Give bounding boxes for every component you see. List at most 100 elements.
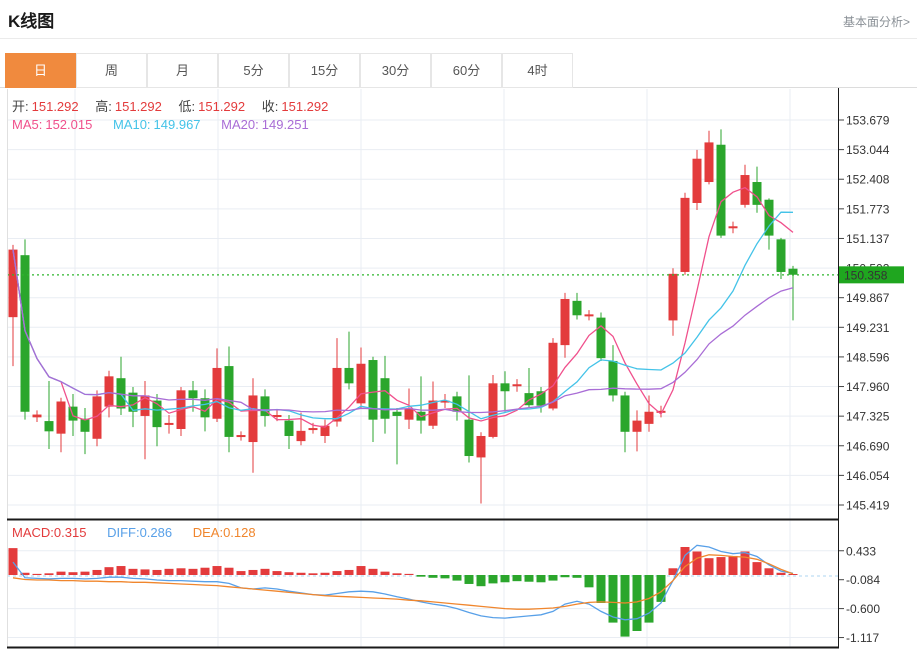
candle <box>32 414 42 418</box>
candle <box>404 408 414 420</box>
open-value: 151.292 <box>31 99 79 114</box>
candle <box>308 428 318 431</box>
ma20-line <box>12 249 794 414</box>
tab-month[interactable]: 月 <box>147 53 218 88</box>
macd-hist-bar <box>752 562 762 575</box>
macd-hist-bar <box>572 575 582 578</box>
macd-hist-bar <box>80 571 90 575</box>
macd-hist-bar <box>524 575 534 582</box>
diff-value: 0.286 <box>139 525 173 540</box>
macd-hist-bar <box>152 569 162 575</box>
tab-60min[interactable]: 60分 <box>431 53 502 88</box>
tab-5min[interactable]: 5分 <box>218 53 289 88</box>
macd-hist-bar <box>116 566 126 575</box>
macd-dea-line <box>12 554 794 610</box>
candle <box>500 383 510 392</box>
macd-hist-bar <box>416 575 426 577</box>
candle <box>788 268 798 275</box>
candle <box>284 420 294 436</box>
candle <box>656 410 666 413</box>
candle <box>200 398 210 418</box>
candle <box>392 411 402 416</box>
macd-axis-label: -1.117 <box>846 631 879 645</box>
macd-hist-bar <box>452 575 462 581</box>
macd-hist-bar <box>104 567 114 575</box>
interval-tabbar: 日 周 月 5分 15分 30分 60分 4时 <box>0 53 917 88</box>
low-value: 151.292 <box>198 99 246 114</box>
tab-30min[interactable]: 30分 <box>360 53 431 88</box>
price-axis-label: 152.408 <box>846 173 890 187</box>
macd-hist-bar <box>68 572 78 575</box>
macd-hist-bar <box>296 572 306 575</box>
candle <box>356 363 366 404</box>
macd-hist-bar <box>428 575 438 578</box>
candle <box>320 425 330 436</box>
macd-hist-bar <box>176 568 186 575</box>
ma5-label: MA5: <box>12 117 43 132</box>
macd-hist-bar <box>248 569 258 575</box>
macd-hist-bar <box>560 575 570 578</box>
price-axis-label: 153.679 <box>846 114 890 128</box>
macd-hist-bar <box>392 573 402 575</box>
macd-hist-bar <box>236 571 246 575</box>
tab-15min[interactable]: 15分 <box>289 53 360 88</box>
macd-hist-bar <box>788 574 798 575</box>
fundamental-analysis-link[interactable]: 基本面分析> <box>842 15 910 29</box>
macd-hist-bar <box>464 575 474 584</box>
ma5-value: 152.015 <box>45 117 93 132</box>
price-axis-label: 146.054 <box>846 469 890 483</box>
macd-hist-bar <box>332 571 342 575</box>
page-title: K线图 <box>8 12 55 31</box>
candle <box>296 430 306 442</box>
candle <box>344 367 354 384</box>
macd-hist-bar <box>8 548 18 575</box>
tab-day[interactable]: 日 <box>5 53 76 88</box>
tab-4hour[interactable]: 4时 <box>502 53 573 88</box>
candle <box>20 255 30 412</box>
macd-hist-bar <box>92 569 102 575</box>
high-value: 151.292 <box>114 99 162 114</box>
close-label: 收: <box>261 99 279 114</box>
candle <box>224 366 234 437</box>
candle <box>464 419 474 457</box>
price-axis-label: 149.231 <box>846 321 890 335</box>
macd-hist-bar <box>308 573 318 575</box>
open-label: 开: <box>12 99 29 114</box>
macd-value: 0.315 <box>53 525 87 540</box>
candle <box>752 182 762 205</box>
candle <box>560 298 570 346</box>
macd-hist-bar <box>164 568 174 575</box>
price-axis-label: 151.137 <box>846 232 890 246</box>
price-axis-label: 151.773 <box>846 202 890 216</box>
ohlc-readout: 开: 151.292 高: 151.292 低: 151.292 收: 151.292 <box>12 96 341 115</box>
price-axis-label: 147.960 <box>846 380 890 394</box>
candle <box>776 239 786 272</box>
title-divider <box>0 38 917 39</box>
macd-hist-bar <box>668 568 678 575</box>
candle <box>680 197 690 272</box>
price-axis-label: 145.419 <box>846 498 890 512</box>
candle <box>188 390 198 399</box>
candle <box>572 300 582 316</box>
candle <box>632 420 642 432</box>
macd-hist-bar <box>740 551 750 575</box>
candle <box>152 400 162 428</box>
macd-hist-bar <box>692 551 702 575</box>
macd-hist-bar <box>128 568 138 575</box>
macd-hist-bar <box>212 566 222 575</box>
macd-axis-label: -0.600 <box>846 602 880 616</box>
macd-hist-bar <box>188 568 198 575</box>
tab-week[interactable]: 周 <box>76 53 147 88</box>
candle <box>368 360 378 420</box>
candle <box>692 158 702 203</box>
candle <box>764 199 774 236</box>
candle <box>380 378 390 419</box>
candle <box>212 367 222 419</box>
price-axis-label: 147.325 <box>846 410 890 424</box>
price-axis-label: 146.690 <box>846 439 890 453</box>
macd-hist-bar <box>356 566 366 575</box>
macd-hist-bar <box>440 575 450 579</box>
ma20-label: MA20: <box>221 117 259 132</box>
candle <box>128 392 138 412</box>
